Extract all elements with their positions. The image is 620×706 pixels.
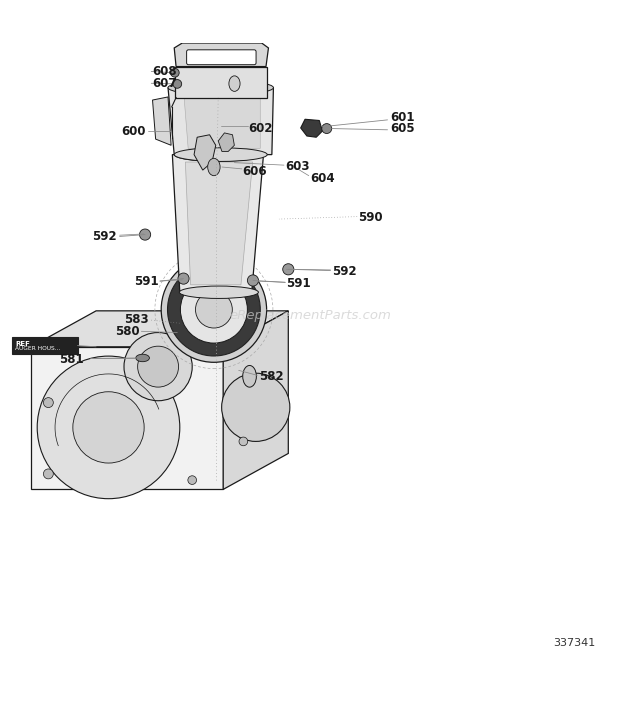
Text: 337341: 337341 xyxy=(553,638,595,647)
Circle shape xyxy=(73,392,144,463)
Text: 603: 603 xyxy=(285,160,310,174)
Polygon shape xyxy=(31,347,223,489)
Text: 583: 583 xyxy=(124,313,149,326)
Text: 608: 608 xyxy=(152,65,177,78)
Circle shape xyxy=(37,356,180,498)
Ellipse shape xyxy=(168,80,273,95)
Circle shape xyxy=(180,276,247,343)
Ellipse shape xyxy=(174,148,261,162)
Circle shape xyxy=(173,80,182,88)
Text: 582: 582 xyxy=(259,370,284,383)
Polygon shape xyxy=(174,43,268,66)
Polygon shape xyxy=(184,94,260,148)
Polygon shape xyxy=(166,309,231,335)
Polygon shape xyxy=(31,311,288,347)
Polygon shape xyxy=(301,119,322,137)
Ellipse shape xyxy=(174,330,223,338)
Ellipse shape xyxy=(179,286,259,299)
Ellipse shape xyxy=(242,366,257,387)
Text: 601: 601 xyxy=(391,111,415,124)
Circle shape xyxy=(43,397,53,407)
Ellipse shape xyxy=(208,158,220,176)
FancyBboxPatch shape xyxy=(175,66,267,97)
Circle shape xyxy=(170,68,179,77)
Text: eReplacementParts.com: eReplacementParts.com xyxy=(229,309,391,323)
Polygon shape xyxy=(185,162,253,285)
Text: 581: 581 xyxy=(59,353,84,366)
Ellipse shape xyxy=(166,304,231,313)
Polygon shape xyxy=(168,88,273,155)
Circle shape xyxy=(322,124,332,133)
Polygon shape xyxy=(194,135,216,170)
Text: 580: 580 xyxy=(115,325,140,338)
Circle shape xyxy=(239,437,247,445)
Text: 607: 607 xyxy=(152,77,177,90)
Text: 592: 592 xyxy=(92,230,117,243)
Circle shape xyxy=(178,273,189,285)
Polygon shape xyxy=(223,311,288,489)
Text: 592: 592 xyxy=(332,265,356,277)
Polygon shape xyxy=(172,155,264,292)
Text: 591: 591 xyxy=(134,275,159,288)
Circle shape xyxy=(283,264,294,275)
Text: 605: 605 xyxy=(391,122,415,135)
Text: REF: REF xyxy=(15,341,30,347)
Text: 606: 606 xyxy=(242,164,267,178)
Circle shape xyxy=(124,333,192,401)
Circle shape xyxy=(161,257,267,362)
Circle shape xyxy=(167,263,260,356)
Polygon shape xyxy=(153,97,171,145)
Circle shape xyxy=(247,275,259,286)
Circle shape xyxy=(188,476,197,484)
Text: 604: 604 xyxy=(310,172,335,185)
Text: 590: 590 xyxy=(358,211,383,225)
Text: 600: 600 xyxy=(121,124,146,138)
Circle shape xyxy=(140,229,151,240)
Text: 602: 602 xyxy=(248,122,273,135)
FancyBboxPatch shape xyxy=(187,50,256,65)
FancyBboxPatch shape xyxy=(12,337,78,354)
Circle shape xyxy=(138,346,179,387)
Text: 591: 591 xyxy=(286,277,311,290)
Circle shape xyxy=(43,469,53,479)
Polygon shape xyxy=(218,133,234,152)
Circle shape xyxy=(195,291,232,328)
Text: AUGER HOUS...: AUGER HOUS... xyxy=(15,346,60,351)
Circle shape xyxy=(222,373,290,441)
Ellipse shape xyxy=(174,148,267,162)
Ellipse shape xyxy=(229,76,240,91)
Ellipse shape xyxy=(136,354,149,361)
